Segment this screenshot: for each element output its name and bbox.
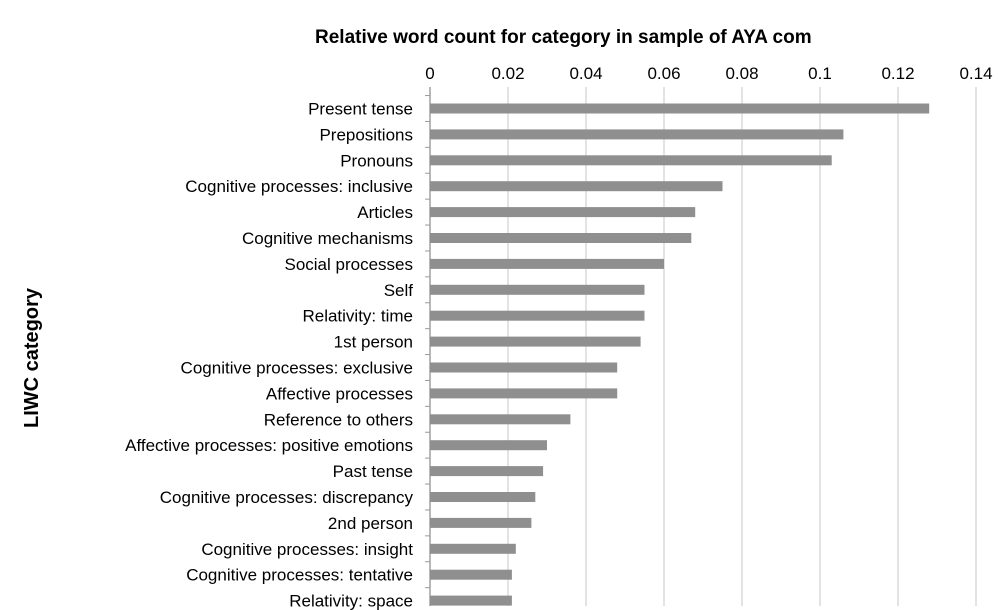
bar (430, 233, 692, 243)
x-tick-label: 0.06 (647, 64, 680, 83)
category-label: Present tense (308, 100, 413, 119)
category-label: Prepositions (319, 125, 413, 144)
gridlines (425, 87, 977, 606)
bar (430, 595, 512, 606)
category-label: Reference to others (264, 410, 413, 429)
category-label: Past tense (333, 462, 413, 481)
x-axis-ticks: 0 0.02 0.04 0.06 0.08 0.1 0.12 0.14 (425, 64, 992, 83)
bar (430, 207, 696, 218)
category-label: Cognitive processes: inclusive (185, 177, 413, 196)
y-axis-label: LIWC category (21, 287, 43, 428)
category-label: 1st person (334, 333, 413, 352)
category-label: Affective processes (266, 384, 413, 403)
bar (430, 517, 532, 528)
x-tick-label: 0.02 (491, 64, 524, 83)
category-label: Cognitive processes: tentative (186, 566, 413, 585)
category-label: Cognitive processes: exclusive (181, 359, 413, 378)
bars (430, 103, 930, 606)
bar (430, 181, 723, 192)
category-label: Social processes (284, 255, 413, 274)
x-tick-label: 0 (425, 64, 434, 83)
category-label: Relativity: space (289, 592, 413, 610)
bar (430, 569, 512, 580)
bar (430, 336, 641, 347)
bar (430, 362, 618, 373)
bar (430, 284, 645, 295)
bar (430, 543, 516, 554)
category-label: 2nd person (328, 514, 413, 533)
bar (430, 414, 571, 425)
bar (430, 258, 664, 269)
bar (430, 310, 645, 321)
x-tick-label: 0.08 (725, 64, 758, 83)
chart-title: Relative word count for category in samp… (315, 27, 812, 48)
x-tick-label: 0.1 (808, 64, 832, 83)
category-label: Articles (357, 203, 413, 222)
x-tick-label: 0.12 (881, 64, 914, 83)
category-label: Pronouns (340, 151, 413, 170)
category-label: Cognitive mechanisms (242, 229, 413, 248)
bar (430, 129, 844, 140)
bar (430, 492, 536, 502)
x-tick-label: 0.14 (959, 64, 992, 83)
bar (430, 440, 547, 451)
category-labels: Present tense Prepositions Pronouns Cogniti… (125, 100, 413, 610)
x-tick-label: 0.04 (569, 64, 602, 83)
bar (430, 155, 832, 166)
bar (430, 466, 544, 477)
category-label: Cognitive processes: insight (201, 540, 413, 559)
bar (430, 103, 930, 114)
category-label: Self (384, 281, 414, 300)
category-label: Affective processes: positive emotions (125, 436, 413, 455)
bar (430, 388, 618, 399)
category-label: Cognitive processes: discrepancy (160, 488, 414, 507)
category-label: Relativity: time (302, 307, 413, 326)
